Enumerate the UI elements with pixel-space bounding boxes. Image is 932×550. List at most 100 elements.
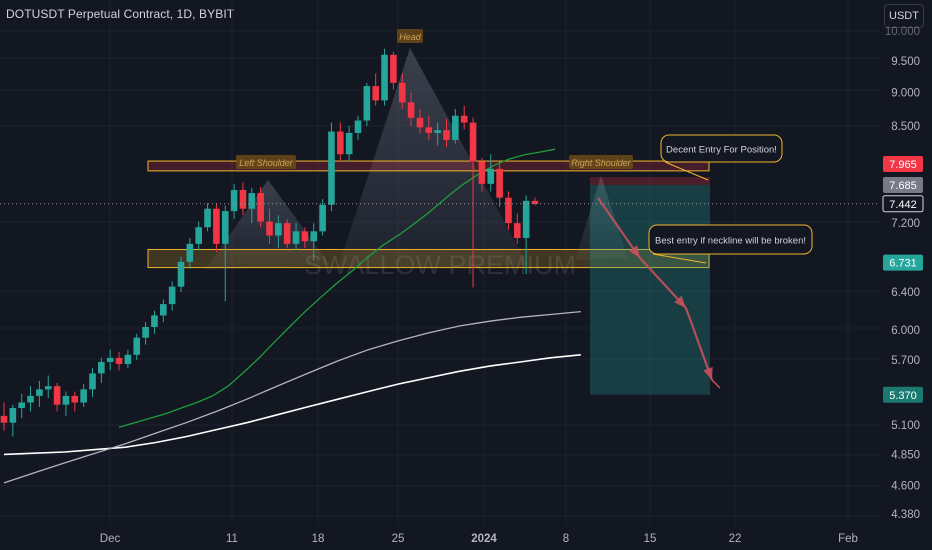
callout-decent-entry: Decent Entry For Position!: [666, 145, 777, 156]
candle-body: [372, 86, 379, 101]
candle-body: [283, 223, 291, 244]
candle-body: [425, 127, 433, 133]
candle-body: [115, 357, 123, 365]
candle-body: [248, 193, 256, 209]
candle-body: [301, 231, 309, 242]
candle-body: [177, 261, 185, 287]
candle-body: [160, 304, 167, 316]
ma-slow-1-line: [3, 310, 581, 484]
y-tick-label: 4.850: [891, 449, 920, 461]
right-shoulder-label-bg: [569, 155, 633, 169]
candle-body: [292, 231, 300, 244]
candle-body: [44, 386, 52, 390]
x-tick-label: Dec: [100, 533, 121, 545]
candle-body: [18, 402, 25, 409]
candle-body: [186, 243, 194, 262]
candle-body: [106, 357, 114, 362]
candle-body: [27, 395, 34, 403]
neckline-zone: [147, 248, 710, 269]
candle-body: [142, 326, 149, 338]
price-badge-label-resistance: 7.965: [889, 159, 917, 171]
candle-body: [337, 131, 344, 155]
x-tick-label: 18: [312, 533, 325, 545]
candle-body: [89, 373, 96, 390]
candle-body: [328, 131, 335, 205]
price-badge-last: [882, 195, 924, 213]
left-shoulder-label-bg: [236, 155, 296, 169]
y-tick-label: 8.500: [891, 121, 920, 133]
candle-body: [80, 389, 87, 403]
head-label-bg: [397, 29, 423, 43]
candle-body: [398, 82, 406, 103]
callout-decent-entry-box: [660, 134, 783, 163]
x-tick-label: 22: [729, 533, 742, 545]
candle-body: [151, 315, 158, 327]
short-position-target-box: [590, 184, 710, 395]
callout-best-entry-pointer: [652, 253, 707, 264]
x-tick-label: 11: [226, 533, 238, 545]
candle-body: [531, 200, 539, 204]
candle-body: [452, 115, 459, 140]
head-label: Head: [399, 32, 422, 42]
candle-body: [478, 161, 486, 184]
price-badge-neckline: [883, 254, 923, 271]
candle-body: [204, 208, 211, 228]
price-badge-resistance: [883, 156, 923, 173]
price-badge-label-mid: 7.685: [889, 180, 917, 192]
projection-arrow-1: [597, 197, 641, 259]
candle-body: [36, 389, 43, 396]
projection-arrow-3-head: [703, 367, 713, 380]
y-tick-label: 4.380: [891, 509, 920, 521]
candle-body: [505, 197, 512, 224]
candle-body: [416, 117, 424, 128]
price-badge-label-neckline: 6.731: [889, 258, 917, 270]
y-tick-label: 5.100: [891, 420, 920, 432]
x-tick-label: 15: [644, 533, 657, 545]
callout-decent-entry-pointer: [664, 161, 709, 181]
x-tick-label: Feb: [838, 533, 858, 545]
candle-body: [168, 286, 176, 305]
candle-body: [363, 86, 371, 121]
candle-body: [443, 130, 450, 140]
x-tick-label: 8: [563, 533, 569, 545]
candle-body: [213, 208, 220, 244]
currency-selector-button[interactable]: USDT: [884, 4, 924, 28]
right-shoulder-label: Right Shoulder: [571, 158, 632, 168]
ma-fast-line: [118, 148, 556, 428]
candle-body: [53, 386, 61, 405]
callout-best-entry-box: [648, 224, 813, 255]
short-position-stop-box: [590, 176, 710, 185]
y-tick-label: 6.400: [891, 287, 920, 299]
candle-body: [514, 223, 521, 238]
candle-body: [195, 227, 202, 244]
candle-body: [469, 122, 477, 162]
candle-body: [407, 102, 415, 118]
price-badge-label-last: 7.442: [889, 199, 917, 211]
candle-body: [345, 132, 353, 155]
candle-body: [434, 130, 441, 133]
candle-body: [0, 415, 8, 423]
candle-body: [9, 408, 17, 423]
head-triangle: [338, 48, 528, 268]
candle-body: [522, 200, 530, 238]
price-badge-target: [883, 386, 923, 403]
y-tick-label: 6.000: [891, 325, 920, 337]
resistance-zone: [147, 160, 710, 172]
candle-body: [275, 223, 282, 236]
y-tick-label: 7.200: [891, 218, 920, 230]
y-tick-label-faded: 10.000: [885, 26, 920, 38]
candle-body: [239, 189, 247, 209]
candle-body: [319, 204, 326, 232]
candle-body: [381, 54, 388, 101]
projection-tail: [711, 379, 721, 389]
chart-title: DOTUSDT Perpetual Contract, 1D, BYBIT: [6, 7, 235, 21]
projection-arrow-2-head: [674, 295, 686, 308]
candle-body: [71, 395, 79, 403]
candle-body: [310, 231, 318, 242]
y-tick-label: 4.600: [891, 480, 920, 492]
x-tick-label: 2024: [471, 533, 497, 545]
candle-body: [266, 221, 273, 236]
candle-body: [133, 337, 141, 355]
projection-arrow-1-head: [629, 245, 640, 258]
